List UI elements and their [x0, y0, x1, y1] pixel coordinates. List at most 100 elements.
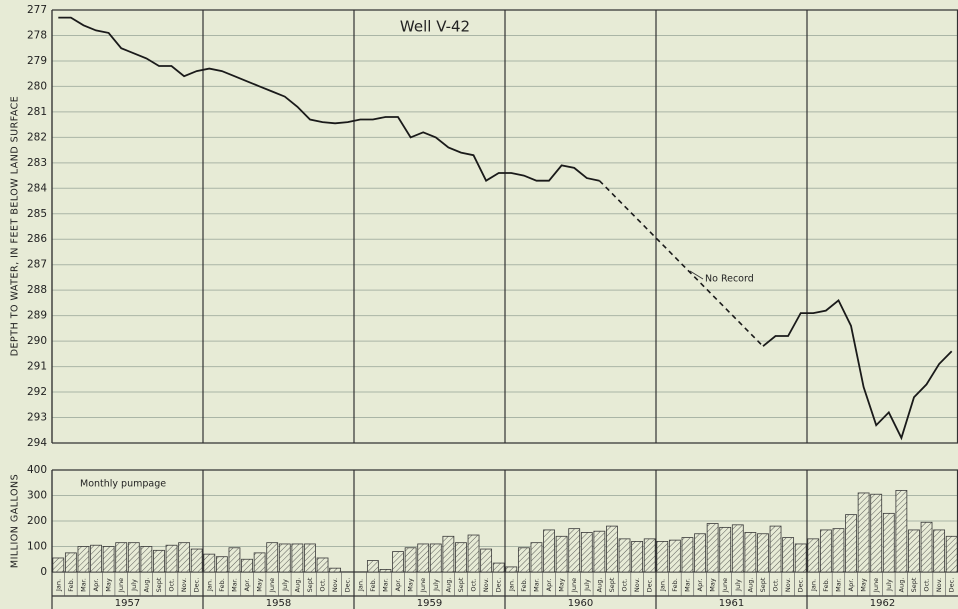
x-tick-label: Apr. — [394, 579, 402, 592]
annotation: Monthly pumpage — [80, 479, 166, 490]
x-tick-label: Feb. — [369, 578, 377, 592]
x-tick-label: Apr. — [545, 579, 553, 592]
x-tick-label: Sept — [306, 577, 314, 592]
bar — [203, 553, 216, 573]
x-tick-label: Aug. — [444, 578, 452, 593]
x-tick-label: Apr. — [847, 579, 855, 592]
x-tick-label: Dec. — [495, 578, 503, 593]
bar — [467, 534, 480, 573]
bar — [241, 558, 253, 573]
year-label: 1961 — [719, 598, 744, 609]
y-tick-label: 289 — [27, 310, 47, 322]
x-tick-label: Mar. — [231, 578, 239, 592]
bar — [782, 537, 795, 573]
bar — [555, 535, 568, 573]
bar — [505, 566, 518, 573]
x-tick-label: Apr. — [92, 579, 100, 592]
y-axis-label: DEPTH TO WATER, IN FEET BELOW LAND SURFA… — [10, 96, 21, 357]
x-tick-label: May — [558, 578, 566, 592]
y-tick-label: 287 — [27, 259, 47, 271]
x-tick-label: July — [885, 579, 893, 592]
y-tick-label: 277 — [27, 4, 47, 16]
chart-title: Well V-42 — [400, 18, 470, 36]
y-tick-label: 279 — [27, 55, 47, 67]
bar — [102, 546, 115, 573]
x-tick-label: Dec. — [646, 578, 654, 593]
bar — [253, 552, 266, 573]
x-tick-label: Feb. — [67, 578, 75, 592]
x-tick-label: June — [117, 578, 125, 593]
bar — [618, 538, 631, 573]
y-tick-label: 300 — [27, 490, 47, 502]
bar — [681, 537, 694, 573]
bar — [215, 556, 228, 573]
bar — [719, 526, 732, 573]
y-tick-label: 281 — [27, 106, 47, 118]
x-tick-label: Mar. — [382, 578, 390, 592]
no-record-line — [598, 180, 764, 347]
x-tick-label: Aug. — [595, 578, 603, 593]
bar — [769, 525, 782, 573]
x-tick-label: May — [105, 578, 113, 592]
x-tick-label: Jan. — [658, 579, 666, 592]
x-tick-label: Feb. — [671, 578, 679, 592]
x-tick-label: Aug. — [293, 578, 301, 593]
bar — [794, 543, 807, 573]
x-tick-label: Feb. — [218, 578, 226, 592]
x-tick-label: Sept — [759, 577, 767, 592]
x-tick-label: Mar. — [533, 578, 541, 592]
bar — [631, 541, 644, 573]
x-tick-label: Mar. — [835, 578, 843, 592]
bar — [517, 547, 530, 573]
x-tick-label: Dec. — [193, 578, 201, 593]
y-tick-label: 200 — [27, 515, 47, 527]
bar — [429, 543, 442, 573]
bar — [404, 547, 417, 573]
bar — [933, 529, 946, 573]
bar — [366, 560, 379, 573]
x-tick-label: May — [407, 578, 415, 592]
bar — [568, 528, 581, 573]
year-label: 1958 — [266, 598, 291, 609]
y-tick-label: 291 — [27, 361, 47, 373]
x-tick-label: Feb. — [520, 578, 528, 592]
x-tick-label: July — [734, 579, 742, 592]
y-tick-label: 280 — [27, 80, 47, 92]
bar — [908, 529, 920, 573]
x-tick-label: June — [570, 578, 578, 593]
bar — [228, 547, 241, 573]
bar — [480, 548, 493, 573]
bar — [329, 567, 342, 573]
x-tick-label: Dec. — [948, 578, 956, 593]
bar — [492, 562, 505, 573]
bar — [530, 542, 543, 573]
bar — [266, 542, 279, 573]
annotation-leader — [689, 270, 704, 280]
bar — [606, 525, 618, 573]
x-tick-label: June — [872, 578, 880, 593]
bar — [580, 532, 593, 573]
x-tick-label: Mar. — [684, 578, 692, 592]
x-tick-label: Oct. — [470, 578, 478, 591]
bar — [819, 529, 832, 573]
bar — [945, 535, 958, 573]
x-tick-label: Feb. — [822, 578, 830, 592]
bar — [706, 523, 719, 573]
x-tick-label: Jan. — [54, 579, 62, 592]
x-tick-label: June — [721, 578, 729, 593]
bar — [190, 548, 203, 573]
x-tick-label: Oct. — [923, 578, 931, 591]
bar — [90, 544, 102, 573]
bar — [115, 542, 128, 573]
year-label: 1957 — [115, 598, 140, 609]
bar — [857, 492, 870, 573]
bar — [656, 541, 669, 573]
x-tick-label: June — [268, 578, 276, 593]
bar — [920, 521, 933, 573]
bar — [153, 549, 165, 573]
x-tick-label: May — [709, 578, 717, 592]
y-tick-label: 292 — [27, 386, 47, 398]
x-tick-label: Nov. — [935, 578, 943, 592]
